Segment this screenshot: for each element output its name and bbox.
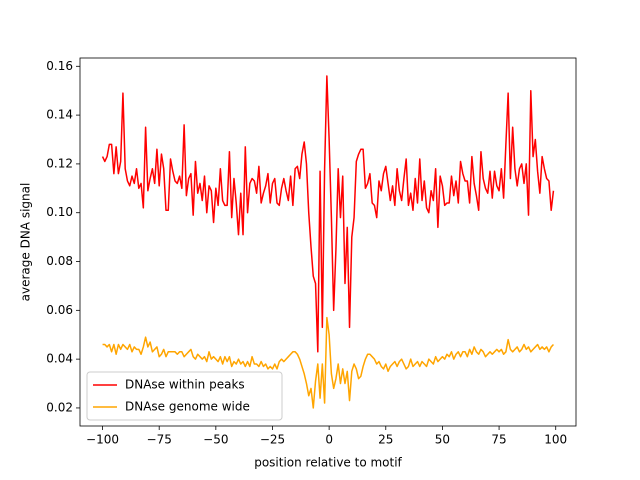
y-tick-label: 0.02 [46, 400, 73, 414]
x-tick-label: 25 [378, 433, 393, 447]
x-tick-label: 50 [435, 433, 450, 447]
x-tick-label: 100 [544, 433, 567, 447]
y-tick-label: 0.08 [46, 254, 73, 268]
legend-box [86, 371, 283, 421]
y-tick-label: 0.04 [46, 352, 73, 366]
series-line [101, 75, 555, 353]
y-tick-label: 0.10 [46, 205, 73, 219]
y-axis-label: average DNA signal [19, 183, 33, 302]
x-tick-label: 75 [491, 433, 506, 447]
x-tick-label: −100 [86, 433, 119, 447]
plot-frame [79, 57, 577, 427]
x-tick-label: 0 [325, 433, 333, 447]
x-tick-label: −25 [260, 433, 285, 447]
legend-label: DNAse within peaks [125, 378, 245, 392]
x-axis-label: position relative to motif [254, 456, 402, 470]
x-tick-label: −50 [203, 433, 228, 447]
y-tick-label: 0.12 [46, 156, 73, 170]
y-tick-label: 0.16 [46, 59, 73, 73]
x-tick-label: −75 [147, 433, 172, 447]
y-tick-label: 0.06 [46, 303, 73, 317]
series-line [102, 316, 555, 409]
y-tick-label: 0.14 [46, 108, 73, 122]
legend-label: DNAse genome wide [125, 400, 250, 414]
